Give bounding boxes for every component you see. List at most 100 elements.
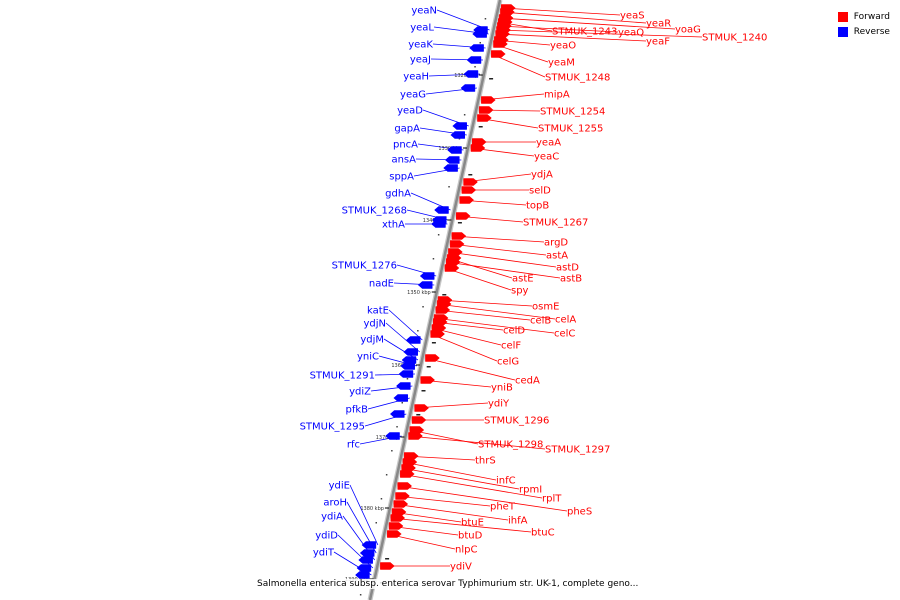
gene-feature-seld[interactable] — [461, 186, 477, 194]
gene-feature-ydie[interactable] — [361, 541, 377, 549]
gene-feature-ydia[interactable] — [358, 556, 373, 564]
gene-feature-stmuk-1254[interactable] — [478, 106, 494, 114]
gene-label-stmuk-1254[interactable]: STMUK_1254 — [540, 107, 605, 118]
gene-feature-ceda[interactable] — [425, 354, 440, 362]
gene-label-rplt[interactable]: rplT — [542, 494, 562, 505]
gene-label-ynib[interactable]: yniB — [491, 383, 513, 394]
gene-label-stmuk-1298[interactable]: STMUK_1298 — [478, 440, 543, 451]
gene-label-ydjm[interactable]: ydjM — [360, 335, 384, 346]
gene-label-yeam[interactable]: yeaM — [548, 58, 575, 69]
gene-label-spy[interactable]: spy — [511, 286, 529, 297]
gene-label-stmuk-1276[interactable]: STMUK_1276 — [332, 261, 397, 272]
gene-label-pfkb[interactable]: pfkB — [345, 405, 368, 416]
gene-label-stmuk-1295[interactable]: STMUK_1295 — [300, 422, 365, 433]
gene-feature-rplt[interactable] — [400, 470, 415, 478]
gene-label-seld[interactable]: selD — [529, 186, 551, 197]
gene-feature-aroh[interactable] — [359, 549, 375, 557]
gene-label-yeaq[interactable]: yeaQ — [618, 28, 644, 39]
gene-label-ydja[interactable]: ydjA — [531, 170, 553, 181]
gene-label-ansa[interactable]: ansA — [391, 155, 416, 166]
gene-label-aste[interactable]: astE — [512, 274, 534, 285]
gene-label-btue[interactable]: btuE — [461, 518, 484, 529]
gene-label-ydiz[interactable]: ydiZ — [349, 387, 371, 398]
gene-label-ynic[interactable]: yniC — [357, 352, 379, 363]
gene-feature-yeah[interactable] — [463, 70, 479, 78]
gene-label-btud[interactable]: btuD — [458, 531, 483, 542]
gene-feature-yeag[interactable] — [460, 84, 476, 92]
gene-feature-btuc[interactable] — [390, 514, 406, 522]
gene-feature-yead[interactable] — [452, 122, 467, 130]
gene-label-sppa[interactable]: sppA — [389, 172, 414, 183]
gene-label-astd[interactable]: astD — [556, 263, 579, 274]
gene-label-mipa[interactable]: mipA — [544, 90, 570, 101]
gene-label-yeah[interactable]: yeaH — [403, 72, 429, 83]
gene-label-year[interactable]: yeaR — [646, 19, 671, 30]
gene-feature-ydiz[interactable] — [395, 382, 411, 390]
gene-feature-ydiy[interactable] — [414, 404, 429, 412]
gene-label-xtha[interactable]: xthA — [382, 220, 405, 231]
gene-label-ydid[interactable]: ydiD — [315, 531, 338, 542]
gene-label-yeal[interactable]: yeaL — [410, 23, 434, 34]
gene-label-phet[interactable]: pheT — [490, 502, 516, 513]
gene-feature-yeam[interactable] — [493, 40, 508, 48]
gene-label-phes[interactable]: pheS — [567, 507, 592, 518]
gene-label-cela[interactable]: celA — [555, 315, 576, 326]
gene-label-gapa[interactable]: gapA — [394, 124, 420, 135]
gene-feature-ydja[interactable] — [463, 178, 478, 186]
gene-feature-ihfa[interactable] — [393, 500, 409, 508]
gene-feature-ydit[interactable] — [355, 571, 370, 579]
gene-label-stmuk-1255[interactable]: STMUK_1255 — [538, 124, 603, 135]
gene-feature-pfkb[interactable] — [393, 394, 409, 402]
gene-label-gdha[interactable]: gdhA — [385, 189, 411, 200]
gene-feature-spy[interactable] — [444, 264, 460, 272]
gene-label-ihfa[interactable]: ihfA — [508, 516, 528, 527]
gene-label-yeaf[interactable]: yeaF — [646, 37, 670, 48]
gene-label-ydie[interactable]: ydiE — [329, 481, 350, 492]
gene-feature-ydid[interactable] — [356, 564, 372, 572]
gene-label-btuc[interactable]: btuC — [531, 528, 555, 539]
gene-label-stmuk-1297[interactable]: STMUK_1297 — [545, 445, 610, 456]
gene-feature-phes[interactable] — [397, 482, 413, 490]
gene-feature-celb[interactable] — [435, 306, 451, 314]
gene-feature-rfc[interactable] — [385, 432, 400, 440]
gene-feature-stmuk-1248[interactable] — [491, 50, 506, 58]
gene-label-ydjn[interactable]: ydjN — [363, 319, 386, 330]
gene-feature-argd[interactable] — [451, 232, 467, 240]
gene-label-ydiy[interactable]: ydiY — [488, 399, 510, 410]
gene-feature-mipa[interactable] — [481, 96, 496, 104]
gene-feature-btud[interactable] — [388, 522, 404, 530]
gene-label-stmuk-1267[interactable]: STMUK_1267 — [523, 218, 588, 229]
gene-label-celc[interactable]: celC — [554, 329, 575, 340]
gene-feature-yeak[interactable] — [469, 44, 484, 52]
gene-feature-nlpc[interactable] — [387, 530, 402, 538]
gene-label-yeac[interactable]: yeaC — [534, 152, 559, 163]
gene-feature-ansa[interactable] — [444, 156, 460, 164]
gene-feature-gdha[interactable] — [434, 206, 449, 214]
gene-feature-yeaj[interactable] — [466, 56, 482, 64]
gene-label-rfc[interactable]: rfc — [347, 440, 360, 451]
gene-feature-phet[interactable] — [395, 492, 410, 500]
gene-label-yeao[interactable]: yeaO — [550, 41, 576, 52]
gene-label-ydit[interactable]: ydiT — [313, 548, 335, 559]
gene-label-ceda[interactable]: cedA — [515, 376, 540, 387]
gene-feature-gapa[interactable] — [450, 131, 465, 139]
gene-label-nlpc[interactable]: nlpC — [455, 545, 477, 556]
gene-feature-ydiv[interactable] — [380, 562, 395, 570]
gene-feature-sppa[interactable] — [443, 164, 458, 172]
gene-label-pnca[interactable]: pncA — [393, 140, 418, 151]
gene-feature-stmuk-1267[interactable] — [455, 212, 471, 220]
gene-label-celb[interactable]: celB — [530, 316, 551, 327]
gene-feature-stmuk-1255[interactable] — [477, 114, 492, 122]
gene-label-yeaa[interactable]: yeaA — [536, 138, 561, 149]
gene-label-yeag[interactable]: yeaG — [400, 90, 426, 101]
gene-feature-ynib[interactable] — [420, 376, 436, 384]
gene-label-stmuk-1248[interactable]: STMUK_1248 — [545, 73, 610, 84]
gene-label-yeas[interactable]: yeaS — [620, 11, 645, 22]
gene-feature-stmuk-1296[interactable] — [411, 416, 427, 424]
gene-label-yead[interactable]: yeaD — [397, 106, 423, 117]
gene-label-stmuk-1268[interactable]: STMUK_1268 — [342, 206, 407, 217]
gene-label-kate[interactable]: katE — [367, 306, 389, 317]
gene-label-argd[interactable]: argD — [544, 238, 568, 249]
gene-feature-nade[interactable] — [417, 281, 433, 289]
gene-label-stmuk-1240[interactable]: STMUK_1240 — [702, 33, 767, 44]
